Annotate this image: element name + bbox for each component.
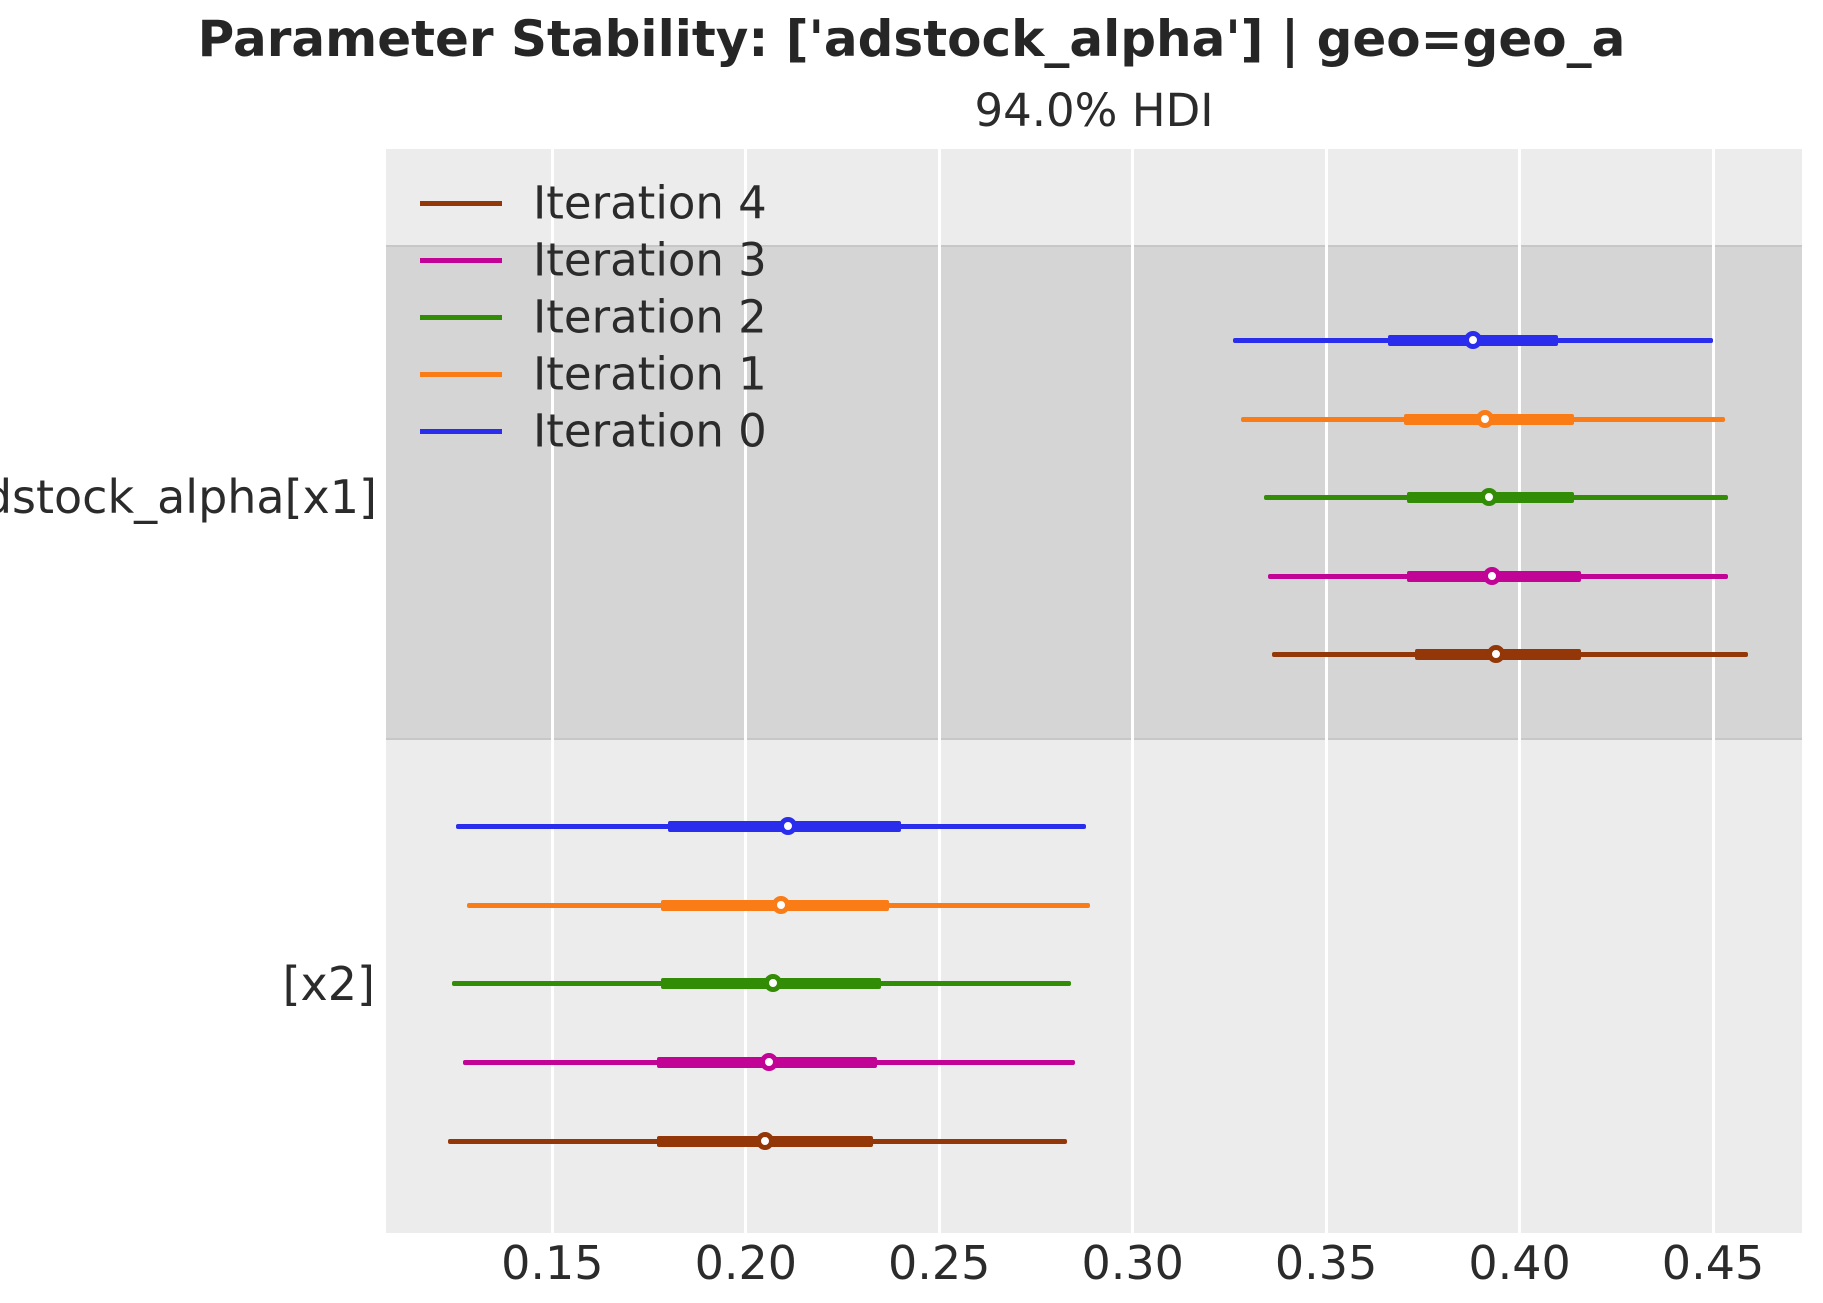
group-label-x2: [x2] [282,957,375,1011]
gridline-0.40 [1518,149,1522,1233]
median-marker [1479,488,1498,506]
median-marker [756,1132,775,1150]
legend-line-swatch [420,315,502,320]
legend-line-swatch [420,258,502,263]
legend-line-swatch [420,201,502,206]
figure-title: Parameter Stability: ['adstock_alpha'] |… [197,10,1626,68]
x-tick-label: 0.35 [1274,1236,1378,1290]
median-marker [1487,645,1506,663]
legend-line-swatch [420,372,502,377]
legend-line-swatch [420,429,502,434]
x-tick-label: 0.30 [1081,1236,1184,1290]
median-marker [760,1053,779,1071]
gridline-0.30 [1131,149,1135,1233]
gridline-0.45 [1711,149,1715,1233]
gridline-0.35 [1324,149,1328,1233]
median-marker [1475,410,1494,428]
x-tick-label: 0.15 [501,1236,604,1290]
legend-label: Iteration 3 [533,233,767,287]
x-tick-label: 0.45 [1661,1236,1765,1290]
legend-label: Iteration 4 [533,176,767,230]
x-tick-label: 0.25 [888,1236,991,1290]
group-label-x1: adstock_alpha[x1] [0,470,377,524]
legend-label: Iteration 0 [533,404,767,458]
median-marker [1483,567,1502,585]
x-tick-label: 0.20 [694,1236,798,1290]
gridline-0.25 [937,149,941,1233]
plot-area: Iteration 4 Iteration 3 Iteration 2 Iterati… [386,149,1802,1233]
legend-label: Iteration 1 [533,347,767,401]
median-marker [779,817,798,835]
x-tick-label: 0.40 [1468,1236,1571,1290]
gridline-0.20 [744,149,748,1233]
median-marker [1464,331,1483,349]
hdi-subtitle: 94.0% HDI [974,84,1214,137]
gridline-0.15 [550,149,554,1233]
median-marker [771,896,790,914]
legend-label: Iteration 2 [533,290,767,344]
median-marker [763,974,782,992]
